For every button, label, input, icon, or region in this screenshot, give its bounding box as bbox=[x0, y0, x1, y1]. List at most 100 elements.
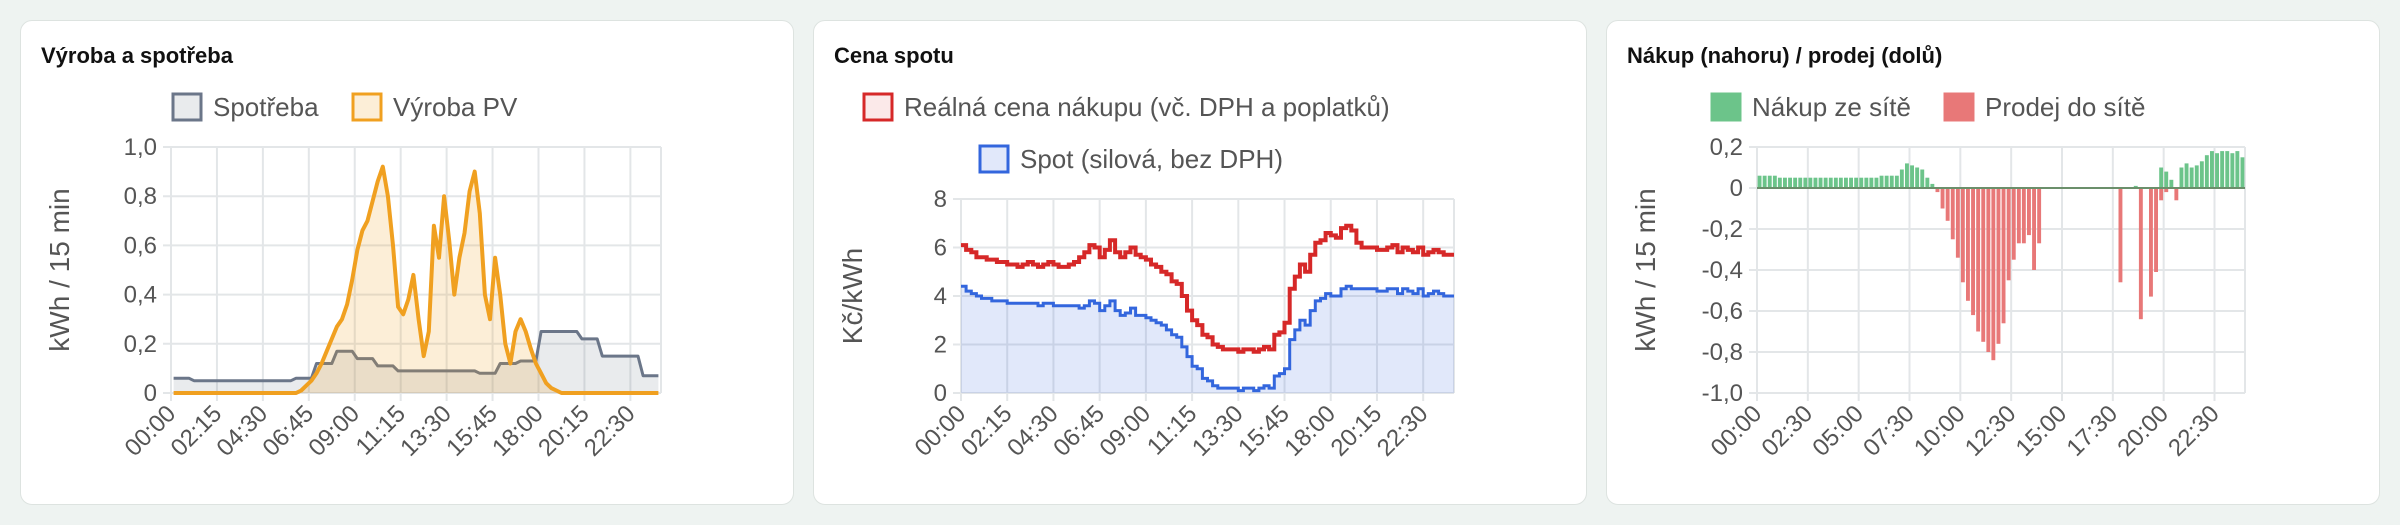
sell-bar bbox=[1996, 188, 2001, 344]
x-tick-label: 00:00 bbox=[120, 400, 182, 462]
buy-bar bbox=[2189, 167, 2194, 188]
legend-swatch bbox=[171, 92, 203, 122]
x-tick-label: 07:30 bbox=[1858, 400, 1920, 462]
sell-bar bbox=[1960, 188, 1965, 283]
x-tick-label: 04:30 bbox=[1002, 400, 1064, 462]
buy-bar bbox=[1788, 177, 1792, 188]
y-tick-label: 0,8 bbox=[124, 183, 157, 210]
sell-bar bbox=[2032, 188, 2036, 270]
sell-bar bbox=[2159, 188, 2164, 201]
buy-bar bbox=[1798, 177, 1803, 188]
y-tick-label: -0,2 bbox=[1702, 216, 1743, 243]
buy-bar bbox=[1874, 177, 1879, 188]
y-tick-label: -1,0 bbox=[1702, 380, 1743, 407]
sell-bar bbox=[1971, 188, 1975, 316]
buy-bar bbox=[2179, 167, 2184, 188]
buy-bar bbox=[1772, 175, 1777, 188]
sell-bar bbox=[2174, 188, 2179, 201]
card-title: Výroba a spotřeba bbox=[41, 43, 233, 68]
y-tick-label: 4 bbox=[934, 283, 947, 310]
x-tick-label: 02:15 bbox=[956, 400, 1018, 462]
y-axis-title: Kč/kWh bbox=[837, 248, 868, 344]
series-area-spot-silova-bez-dph bbox=[961, 286, 1454, 393]
x-tick-label: 11:15 bbox=[1142, 400, 1202, 460]
series-line-vyroba-pv bbox=[173, 164, 659, 395]
legend-item-vyroba-pv[interactable]: Výroba PV bbox=[351, 92, 518, 122]
x-tick-label: 02:15 bbox=[166, 400, 228, 462]
sell-bar bbox=[2154, 188, 2158, 272]
buy-bar bbox=[2164, 171, 2169, 188]
x-tick-label: 02:30 bbox=[1757, 400, 1819, 462]
y-tick-label: 0,2 bbox=[1710, 134, 1743, 161]
buy-bar bbox=[1823, 177, 1828, 188]
x-tick-label: 18:00 bbox=[487, 400, 549, 462]
x-tick-label: 00:00 bbox=[910, 400, 972, 462]
legend-swatch bbox=[978, 144, 1010, 174]
y-tick-label: -0,6 bbox=[1702, 298, 1743, 325]
legend-item-nakup-ze-site[interactable]: Nákup ze sítě bbox=[1710, 92, 1911, 122]
sell-bar bbox=[2011, 188, 2016, 260]
legend-item-realna-cena-nakupu-vc-dph-a-poplatku[interactable]: Reálná cena nákupu (vč. DPH a poplatků) bbox=[862, 92, 1390, 122]
x-tick-label: 20:00 bbox=[2112, 400, 2174, 462]
x-tick-label: 18:00 bbox=[1279, 400, 1341, 462]
buy-bar bbox=[1803, 177, 1808, 188]
buy-bar bbox=[1808, 177, 1813, 188]
x-tick-label: 20:15 bbox=[533, 400, 595, 462]
y-tick-label: 8 bbox=[934, 186, 947, 213]
buy-bar bbox=[1910, 165, 1914, 188]
x-tick-label: 04:30 bbox=[212, 400, 274, 462]
buy-bar bbox=[1925, 177, 1930, 188]
buy-bar bbox=[1783, 177, 1787, 188]
y-tick-label: -0,4 bbox=[1702, 257, 1743, 284]
buy-bar bbox=[2235, 151, 2240, 188]
sell-bar bbox=[1935, 188, 1940, 193]
buy-bar bbox=[2230, 153, 2235, 188]
sell-bar bbox=[1991, 188, 1996, 361]
buy-bar bbox=[2194, 165, 2199, 188]
y-tick-label: 6 bbox=[934, 235, 947, 262]
sell-bar bbox=[1955, 188, 1960, 258]
buy-bar bbox=[1899, 169, 1904, 188]
sell-bar bbox=[2016, 188, 2021, 244]
series-area-spotreba bbox=[173, 331, 659, 393]
buy-bar bbox=[2159, 167, 2164, 188]
sell-bar bbox=[2138, 188, 2143, 320]
legend-swatch bbox=[1710, 92, 1742, 122]
buy-bar bbox=[1905, 163, 1909, 188]
production-consumption-card: Výroba a spotřeba 0 0,2 0,4 0,6 0,8 1,0 00:00 0… bbox=[20, 20, 794, 505]
legend-item-spot-silova-bez-dph[interactable]: Spot (silová, bez DPH) bbox=[978, 144, 1283, 174]
buy-bar bbox=[1757, 175, 1762, 188]
buy-bar bbox=[2169, 179, 2174, 188]
x-tick-label: 06:45 bbox=[1048, 400, 1110, 462]
buy-bar bbox=[1930, 183, 1935, 188]
y-axis-title: kWh / 15 min bbox=[44, 188, 75, 351]
legend-label: Reálná cena nákupu (vč. DPH a poplatků) bbox=[904, 92, 1390, 122]
sell-bar bbox=[2118, 188, 2123, 283]
legend-item-prodej-do-site[interactable]: Prodej do sítě bbox=[1943, 92, 2145, 122]
y-tick-label: 0,4 bbox=[124, 282, 157, 309]
card-title: Cena spotu bbox=[834, 43, 954, 68]
sell-bar bbox=[2027, 188, 2031, 236]
series-line-spot-silova-bez-dph bbox=[961, 284, 1454, 393]
buy-bar bbox=[1838, 177, 1843, 188]
x-tick-label: 15:00 bbox=[2011, 400, 2073, 462]
series-line-spotreba bbox=[173, 330, 659, 383]
y-tick-label: 0 bbox=[144, 380, 157, 407]
legend-item-spotreba[interactable]: Spotřeba bbox=[171, 92, 319, 122]
legend-label: Spotřeba bbox=[213, 92, 319, 122]
sell-bar bbox=[2006, 188, 2011, 281]
spot-price-chart: 0 2 4 6 8 00:0002:1504:3006:4509:0011:1513:30… bbox=[837, 92, 1455, 462]
buy-bar bbox=[1833, 177, 1838, 188]
buy-bar bbox=[1879, 175, 1884, 188]
y-tick-label: 0 bbox=[934, 380, 947, 407]
buy-bar bbox=[1854, 177, 1859, 188]
buy-bar bbox=[2215, 153, 2219, 188]
sell-bar bbox=[1945, 188, 1950, 221]
production-consumption-chart: 0 0,2 0,4 0,6 0,8 1,0 00:0002:1504:3006:4509:0… bbox=[44, 92, 662, 462]
buy-bar bbox=[2220, 151, 2225, 188]
sell-bar bbox=[1981, 188, 1986, 342]
buy-bar bbox=[2133, 185, 2138, 188]
x-tick-label: 13:30 bbox=[395, 400, 457, 462]
buy-bar bbox=[2204, 155, 2209, 188]
y-axis-title: kWh / 15 min bbox=[1630, 188, 1661, 351]
